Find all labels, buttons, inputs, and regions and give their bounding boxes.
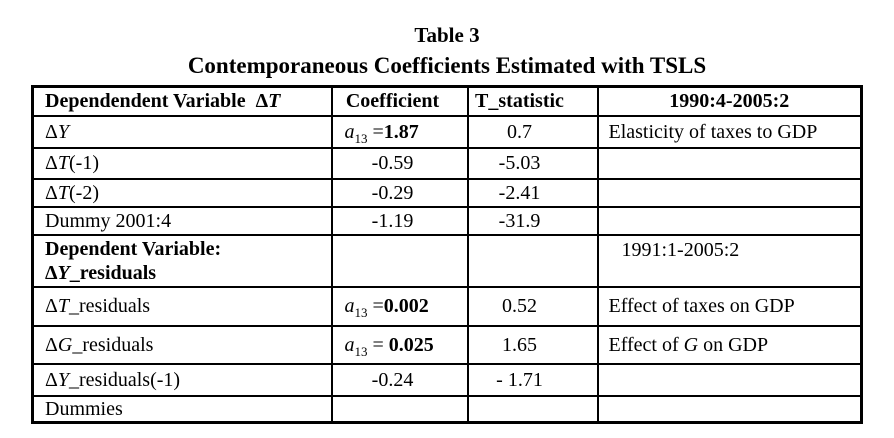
cell-variable: ΔT(-2) [31,177,333,208]
variable-g: G [683,333,699,356]
variable-letter: G [57,333,73,356]
header-col1-text: Dependendent Variable [45,90,251,113]
variable-letter: T [57,152,69,174]
variable-t: T [268,90,281,113]
cell-t-statistic: 0.52 [466,285,599,327]
delta-symbol: Δ [45,333,58,356]
cell-t-statistic: -2.41 [466,177,599,208]
cell-variable: ΔY [31,114,333,149]
header-coefficient: Coefficient [330,85,469,117]
cell-note [596,146,863,180]
coef-value: 0.025 [388,333,434,356]
coef-equals: = [367,333,389,356]
cell-variable: ΔY_residuals(-1) [31,362,333,397]
table-row-delta-y: ΔY a13 =1.87 0.7 Elasticity of taxes to … [31,114,863,149]
cell-coefficient: -0.29 [330,177,469,208]
delta-symbol: Δ [45,368,58,391]
coef-value: 1.87 [383,120,419,143]
delta-symbol: Δ [45,120,58,143]
cell-coefficient: -0.59 [330,146,469,180]
cell-note: Effect of G on GDP [596,324,863,365]
cell-section-label: Dependent Variable: ΔY_residuals [31,233,333,288]
coef-a: a [344,120,355,143]
cell-coefficient: -0.24 [330,362,469,397]
header-row: Dependendent Variable ΔT Coefficient T_s… [31,85,863,117]
cell-note: Elasticity of taxes to GDP [596,114,863,149]
table-row-delta-t-residuals: ΔT_residuals a13 =0.002 0.52 Effect of t… [31,285,863,327]
coef-equals: = [367,120,384,143]
delta-symbol: Δ [45,261,58,284]
cell-coefficient [330,233,469,288]
cell-t-statistic: 1.65 [466,324,599,365]
cell-note: Effect of taxes on GDP [596,285,863,327]
cell-coefficient: -1.19 [330,205,469,236]
coef-a: a [344,295,355,317]
delta-symbol: Δ [255,90,269,113]
tsls-coefficients-table: Dependendent Variable ΔT Coefficient T_s… [31,85,863,424]
variable-letter: Y [57,261,70,284]
cell-variable: Dummy 2001:4 [31,205,333,236]
cell-note [596,205,863,236]
cell-t-statistic: 0.7 [466,114,599,149]
cell-note [596,362,863,397]
delta-symbol: Δ [45,295,58,317]
table-number-title: Table 3 [414,23,480,47]
coef-value: 0.002 [383,295,429,317]
cell-variable: ΔT_residuals [31,285,333,327]
variable-letter: T [57,181,69,204]
table-row-delta-t-lag2: ΔT(-2) -0.29 -2.41 [31,177,863,208]
coef-a: a [344,333,355,356]
cell-note [596,177,863,208]
cell-variable: ΔT(-1) [31,146,333,180]
cell-t-statistic [466,233,599,288]
table-row-delta-t-lag1: ΔT(-1) -0.59 -5.03 [31,146,863,180]
cell-coefficient: a13 =1.87 [330,114,469,149]
table-row-dummy-2001-4: Dummy 2001:4 -1.19 -31.9 [31,205,863,236]
variable-letter: Y [57,368,69,391]
cell-variable: ΔG_residuals [31,324,333,365]
coef-subscript: 13 [354,305,368,320]
section-label-line1: Dependent Variable: [45,237,222,260]
coef-subscript: 13 [354,130,368,146]
header-dependent-variable: Dependendent Variable ΔT [31,85,333,117]
cell-coefficient: a13 = 0.025 [330,324,469,365]
cell-sample-period: 1991:1-2005:2 [596,233,863,288]
cell-t-statistic: -5.03 [466,146,599,180]
variable-letter: T [57,295,69,317]
table-row-delta-y-residuals-lag1: ΔY_residuals(-1) -0.24 - 1.71 [31,362,863,397]
cell-note [596,394,863,423]
variable-letter: Y [57,120,69,143]
delta-symbol: Δ [45,152,58,174]
section-label-line2: ΔY_residuals [45,261,157,284]
cell-coefficient: a13 =0.002 [330,285,469,327]
cell-t-statistic [466,394,599,423]
coef-equals: = [367,295,384,317]
table-row-delta-g-residuals: ΔG_residuals a13 = 0.025 1.65 Effect of … [31,324,863,365]
header-t-statistic: T_statistic [466,85,599,117]
coef-subscript: 13 [354,343,368,359]
cell-t-statistic: -31.9 [466,205,599,236]
cell-coefficient [330,394,469,423]
table-row-dependent-variable-residuals: Dependent Variable: ΔY_residuals 1991:1-… [31,233,863,288]
header-sample-period: 1990:4-2005:2 [596,85,863,117]
table-subtitle: Contemporaneous Coefficients Estimated w… [187,53,707,78]
delta-symbol: Δ [45,181,58,204]
table-row-dummies: Dummies [31,394,863,423]
cell-t-statistic: - 1.71 [466,362,599,397]
cell-variable: Dummies [31,394,333,423]
